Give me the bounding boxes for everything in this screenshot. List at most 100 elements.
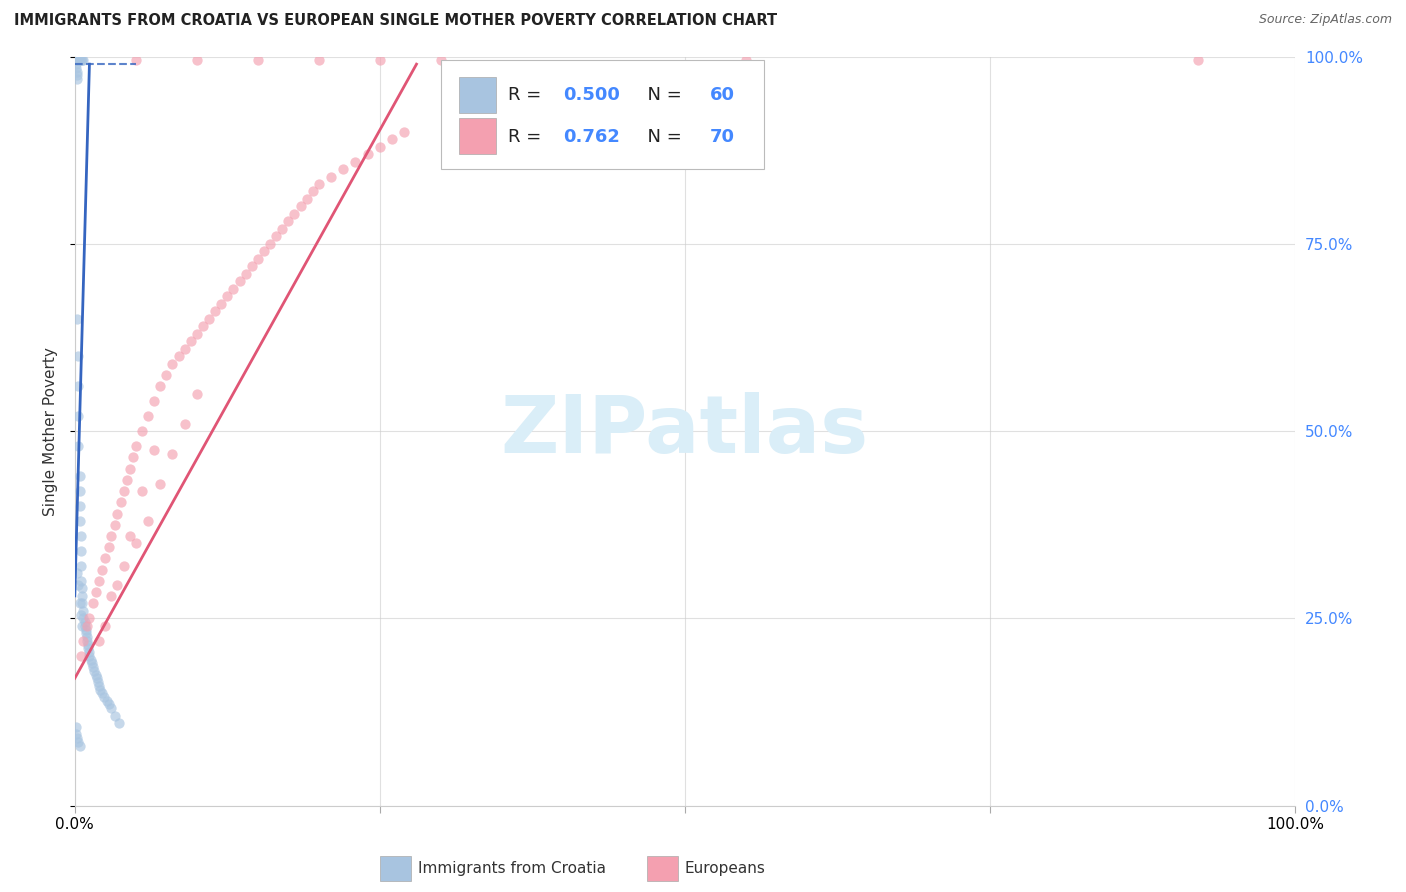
Point [67,409,90,424]
Point [66,54,89,68]
Point [72,633,94,648]
Point [97,540,120,554]
Text: ZIPatlas: ZIPatlas [501,392,869,470]
Point [73,619,96,633]
Point [69,469,91,483]
Point [283,207,305,221]
Point [66,64,89,78]
Point [259,236,281,251]
FancyBboxPatch shape [441,61,765,169]
Point [67,735,90,749]
Point [332,161,354,176]
Point [162,447,184,461]
Text: Source: ZipAtlas.com: Source: ZipAtlas.com [1258,13,1392,27]
Point [368,139,391,153]
Point [79,648,101,663]
Point [70,54,93,68]
Point [381,132,404,146]
Point [186,326,208,341]
Point [69,514,91,528]
Point [86,671,108,685]
Point [82,660,104,674]
Point [107,716,129,731]
Point [173,342,195,356]
Point [76,630,98,644]
Point [72,54,94,68]
Point [240,260,263,274]
Point [308,54,330,68]
Point [1187,54,1209,68]
Point [70,582,93,596]
Y-axis label: Single Mother Poverty: Single Mother Poverty [44,347,58,516]
Point [65,57,87,71]
Point [357,147,380,161]
Point [191,319,214,334]
Text: 70: 70 [710,128,734,145]
Point [96,694,118,708]
Point [89,633,111,648]
Text: N =: N = [636,86,688,103]
Point [100,701,122,715]
Point [107,507,129,521]
Point [73,615,96,629]
Point [246,252,269,266]
Point [66,731,89,746]
Point [70,596,93,610]
Point [112,558,135,573]
Point [70,589,93,603]
Point [79,652,101,666]
Point [125,54,148,68]
Point [186,54,208,68]
Point [83,664,105,678]
Point [93,690,115,704]
Point [89,679,111,693]
Point [69,499,91,513]
Point [70,648,93,663]
Point [76,619,98,633]
Point [70,54,93,68]
Point [149,379,172,393]
Point [125,439,148,453]
Point [79,645,101,659]
Text: 60: 60 [710,86,734,103]
Text: 0.500: 0.500 [562,86,620,103]
Point [77,641,100,656]
Text: R =: R = [508,128,553,145]
Point [149,476,172,491]
Text: Immigrants from Croatia: Immigrants from Croatia [418,862,606,876]
Point [209,297,232,311]
Point [70,529,93,543]
Point [180,334,202,349]
Point [117,473,139,487]
Point [94,619,117,633]
Point [94,551,117,566]
Point [277,214,299,228]
Point [308,177,330,191]
Point [222,282,245,296]
Point [271,222,294,236]
Point [97,698,120,712]
Bar [460,77,496,113]
Point [136,409,159,424]
Point [65,727,87,741]
Bar [460,118,496,154]
Point [162,357,184,371]
Point [89,682,111,697]
Point [319,169,342,184]
Point [430,54,453,68]
Point [290,199,312,213]
Point [70,558,93,573]
Point [735,54,758,68]
Point [66,72,89,87]
Point [253,244,276,259]
Point [301,185,323,199]
Point [368,54,391,68]
Point [228,274,250,288]
Point [131,424,153,438]
Point [104,517,127,532]
Point [118,461,141,475]
Point [70,607,93,622]
Point [143,442,166,457]
Point [107,577,129,591]
Point [110,495,132,509]
